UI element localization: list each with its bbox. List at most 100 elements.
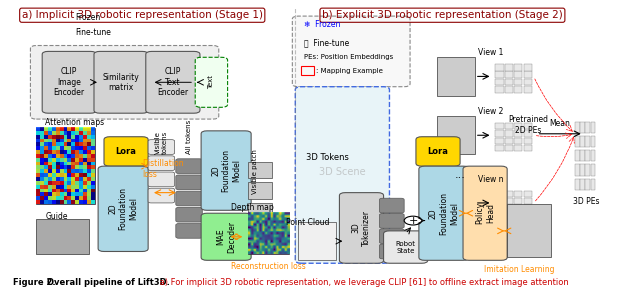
Text: Text: Text	[208, 75, 214, 89]
FancyBboxPatch shape	[505, 213, 513, 219]
FancyBboxPatch shape	[524, 145, 532, 151]
FancyBboxPatch shape	[524, 123, 532, 129]
FancyBboxPatch shape	[505, 79, 513, 85]
FancyBboxPatch shape	[195, 57, 228, 107]
Text: a) For implicit 3D robotic representation, we leverage CLIP [61] to offline extr: a) For implicit 3D robotic representatio…	[157, 278, 569, 287]
FancyBboxPatch shape	[524, 79, 532, 85]
Text: 2D
Foundation
Model: 2D Foundation Model	[108, 187, 138, 230]
Text: Distillation
loss: Distillation loss	[142, 159, 184, 179]
FancyBboxPatch shape	[591, 136, 595, 147]
FancyBboxPatch shape	[591, 122, 595, 133]
Text: 3D Scene: 3D Scene	[319, 167, 365, 177]
FancyBboxPatch shape	[524, 86, 532, 93]
Text: PEs: Position Embeddings: PEs: Position Embeddings	[304, 54, 394, 60]
FancyBboxPatch shape	[176, 207, 202, 222]
FancyBboxPatch shape	[505, 138, 513, 144]
FancyBboxPatch shape	[31, 45, 219, 119]
FancyBboxPatch shape	[495, 79, 504, 85]
Text: Visible patch: Visible patch	[252, 150, 259, 195]
FancyBboxPatch shape	[514, 123, 522, 129]
Text: Visible
tokens: Visible tokens	[155, 131, 168, 154]
FancyBboxPatch shape	[176, 175, 202, 190]
Text: View 2: View 2	[477, 107, 503, 116]
FancyBboxPatch shape	[436, 116, 475, 154]
FancyBboxPatch shape	[575, 178, 580, 190]
Text: 3D PEs: 3D PEs	[573, 197, 599, 206]
FancyBboxPatch shape	[248, 182, 272, 198]
FancyBboxPatch shape	[292, 16, 410, 87]
Text: Robot
State: Robot State	[396, 241, 415, 254]
FancyBboxPatch shape	[383, 231, 428, 263]
FancyBboxPatch shape	[514, 198, 522, 204]
FancyBboxPatch shape	[524, 64, 532, 70]
FancyBboxPatch shape	[104, 137, 148, 166]
FancyBboxPatch shape	[580, 122, 585, 133]
FancyBboxPatch shape	[514, 71, 522, 78]
Text: Overall pipeline of Lift3D.: Overall pipeline of Lift3D.	[47, 278, 170, 287]
FancyBboxPatch shape	[505, 191, 513, 197]
FancyBboxPatch shape	[505, 205, 513, 212]
FancyBboxPatch shape	[575, 136, 580, 147]
FancyBboxPatch shape	[495, 123, 504, 129]
FancyBboxPatch shape	[514, 205, 522, 212]
FancyBboxPatch shape	[505, 145, 513, 151]
FancyBboxPatch shape	[419, 166, 469, 260]
FancyBboxPatch shape	[495, 64, 504, 70]
FancyBboxPatch shape	[339, 193, 383, 263]
FancyBboxPatch shape	[514, 191, 522, 197]
Text: 3D Tokens: 3D Tokens	[306, 153, 349, 162]
FancyBboxPatch shape	[42, 51, 97, 113]
FancyBboxPatch shape	[495, 71, 504, 78]
FancyBboxPatch shape	[248, 213, 289, 255]
FancyBboxPatch shape	[36, 128, 95, 204]
FancyBboxPatch shape	[580, 150, 585, 162]
FancyBboxPatch shape	[507, 204, 551, 257]
FancyBboxPatch shape	[98, 166, 148, 252]
Text: Guide: Guide	[45, 212, 68, 221]
FancyBboxPatch shape	[298, 222, 337, 260]
FancyBboxPatch shape	[505, 198, 513, 204]
FancyBboxPatch shape	[524, 191, 532, 197]
FancyBboxPatch shape	[380, 214, 404, 228]
FancyBboxPatch shape	[514, 79, 522, 85]
FancyBboxPatch shape	[380, 229, 404, 244]
FancyBboxPatch shape	[416, 137, 460, 166]
FancyBboxPatch shape	[575, 150, 580, 162]
Text: Reconstruction loss: Reconstruction loss	[230, 262, 305, 271]
FancyBboxPatch shape	[586, 136, 590, 147]
FancyBboxPatch shape	[248, 203, 272, 219]
FancyBboxPatch shape	[495, 213, 504, 219]
Text: Fine-tune: Fine-tune	[76, 28, 111, 37]
FancyBboxPatch shape	[148, 188, 175, 203]
Text: All tokens: All tokens	[186, 120, 192, 154]
FancyBboxPatch shape	[248, 162, 272, 178]
FancyBboxPatch shape	[524, 198, 532, 204]
FancyBboxPatch shape	[586, 164, 590, 176]
FancyBboxPatch shape	[380, 244, 404, 259]
FancyBboxPatch shape	[524, 213, 532, 219]
FancyBboxPatch shape	[514, 130, 522, 137]
FancyBboxPatch shape	[495, 191, 504, 197]
FancyBboxPatch shape	[505, 130, 513, 137]
Text: Imitation Learning: Imitation Learning	[484, 265, 554, 274]
FancyBboxPatch shape	[586, 150, 590, 162]
FancyBboxPatch shape	[591, 178, 595, 190]
FancyBboxPatch shape	[575, 122, 580, 133]
FancyBboxPatch shape	[495, 130, 504, 137]
Text: b) Explicit 3D robotic representation (Stage 2): b) Explicit 3D robotic representation (S…	[322, 10, 563, 20]
FancyBboxPatch shape	[505, 123, 513, 129]
FancyBboxPatch shape	[524, 130, 532, 137]
FancyBboxPatch shape	[380, 198, 404, 213]
FancyBboxPatch shape	[176, 224, 202, 238]
Text: Lora: Lora	[115, 147, 136, 156]
FancyBboxPatch shape	[575, 164, 580, 176]
FancyBboxPatch shape	[591, 150, 595, 162]
Text: MAE
Decoder: MAE Decoder	[216, 221, 236, 253]
FancyBboxPatch shape	[463, 166, 507, 260]
FancyBboxPatch shape	[201, 131, 251, 210]
Circle shape	[404, 216, 422, 225]
FancyBboxPatch shape	[514, 64, 522, 70]
FancyBboxPatch shape	[580, 164, 585, 176]
FancyBboxPatch shape	[436, 184, 475, 222]
FancyBboxPatch shape	[514, 145, 522, 151]
